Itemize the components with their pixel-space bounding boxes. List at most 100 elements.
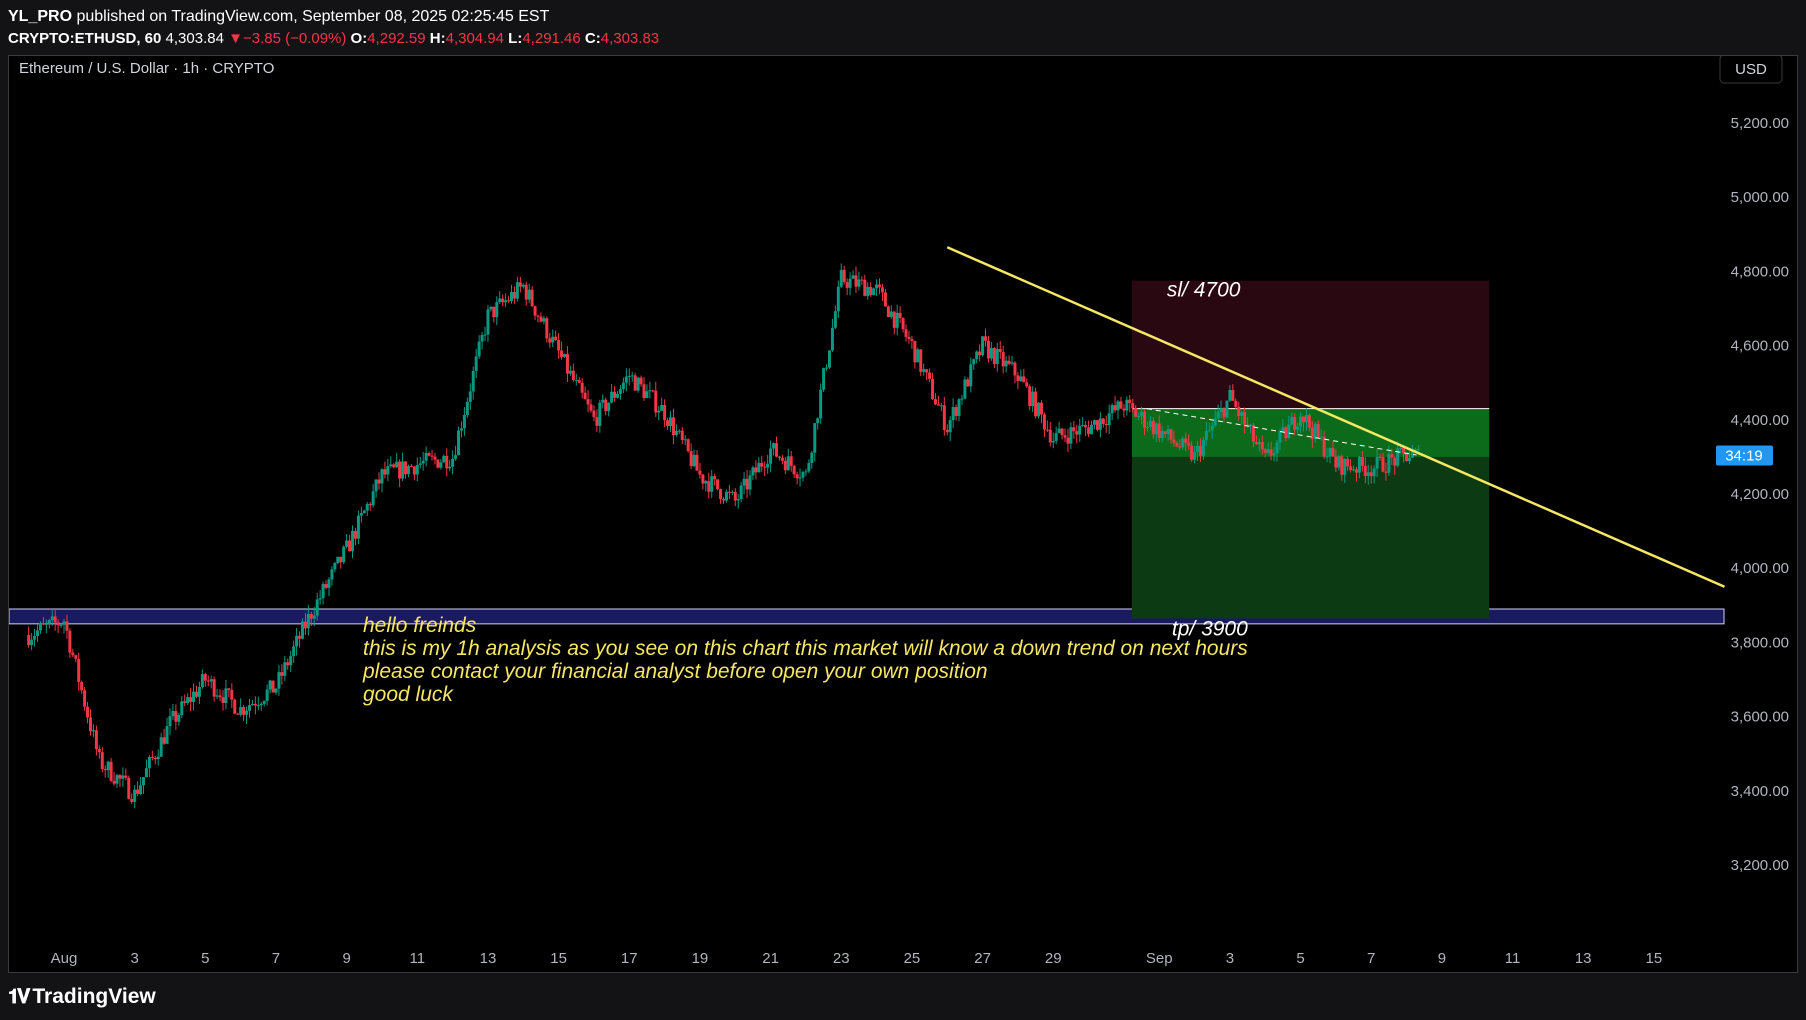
- candle-body: [1343, 458, 1347, 475]
- dashed-trendline[interactable]: [1146, 408, 1417, 456]
- candle-body: [1284, 427, 1288, 439]
- candle-body: [928, 372, 932, 379]
- candle-body: [845, 282, 849, 288]
- candle-body: [1084, 424, 1088, 428]
- stop-loss-zone[interactable]: [1131, 280, 1490, 409]
- candle-body: [115, 775, 119, 784]
- candle-body: [663, 405, 667, 421]
- candle-body: [418, 463, 422, 465]
- descending-trendline[interactable]: [946, 246, 1726, 588]
- candle-body: [554, 336, 558, 340]
- candle-body: [386, 466, 390, 475]
- stop-loss-label: sl/ 4700: [1167, 279, 1241, 302]
- candle-body: [1016, 375, 1020, 382]
- candle-body: [271, 680, 275, 693]
- symbol-label: CRYPTO:ETHUSD, 60: [8, 30, 162, 47]
- candle-body: [730, 491, 734, 493]
- candle-body: [1075, 431, 1079, 435]
- close-value: 4,303.83: [600, 30, 660, 47]
- candle-body: [206, 680, 210, 682]
- candle-body: [627, 376, 631, 378]
- candle-body: [265, 689, 269, 702]
- candle-body: [324, 584, 328, 588]
- candle-body: [524, 284, 528, 300]
- candle-body: [736, 498, 740, 501]
- candle-body: [1057, 428, 1061, 434]
- candle-body: [827, 350, 831, 368]
- candle-body: [1145, 427, 1149, 429]
- candle-body: [598, 402, 602, 426]
- candle-body: [695, 454, 699, 471]
- candle-body: [442, 455, 446, 463]
- candle-body: [1352, 469, 1356, 471]
- candle-body: [1316, 423, 1320, 437]
- candle-body: [1390, 454, 1394, 458]
- candle-body: [197, 686, 201, 697]
- currency-label[interactable]: USD: [1735, 61, 1767, 78]
- candle-body: [863, 279, 867, 297]
- candle-body: [839, 269, 843, 287]
- candle-body: [348, 540, 352, 552]
- candle-body: [454, 455, 458, 459]
- candle-body: [144, 768, 148, 778]
- price-axis-tick: 4,800.00: [1731, 263, 1789, 280]
- candle-body: [919, 349, 923, 372]
- candle-body: [1092, 420, 1096, 425]
- candle-body: [362, 510, 366, 514]
- candle-body: [1184, 438, 1188, 443]
- tradingview-logo-icon: 𝟏𝐕: [8, 985, 30, 1008]
- candle-body: [88, 717, 92, 732]
- price-axis-tick: 5,000.00: [1731, 189, 1789, 206]
- candle-body: [757, 462, 761, 473]
- candle-body: [539, 316, 543, 322]
- price-axis-tick: 3,800.00: [1731, 634, 1789, 651]
- tradingview-logo[interactable]: 𝟏𝐕 TradingView: [8, 985, 156, 1009]
- candle-body: [830, 327, 834, 351]
- candle-body: [1349, 466, 1353, 470]
- candle-body: [963, 379, 967, 399]
- candle-body: [1325, 456, 1329, 458]
- time-axis-tick: 17: [621, 950, 638, 967]
- candle-body: [1193, 451, 1197, 460]
- candle-body: [530, 289, 534, 307]
- candle-body: [822, 368, 826, 390]
- candle-body: [869, 286, 873, 296]
- candle-body: [1407, 457, 1411, 462]
- candle-body: [380, 469, 384, 484]
- candle-body: [933, 399, 937, 405]
- chart-pane[interactable]: sl/ 4700 tp/ 3900 hello freinds this is my …: [8, 55, 1798, 973]
- candle-body: [724, 491, 728, 501]
- candle-body: [374, 479, 378, 492]
- candle-body: [1410, 451, 1414, 458]
- currency-button[interactable]: USD: [1719, 56, 1783, 84]
- candle-body: [713, 476, 717, 480]
- candle-body: [1299, 416, 1303, 427]
- candle-body: [1375, 456, 1379, 469]
- candle-body: [551, 336, 555, 343]
- candle-body: [568, 370, 572, 374]
- candle-body: [398, 461, 402, 479]
- candle-body: [1201, 439, 1205, 456]
- candle-body: [268, 680, 272, 690]
- time-axis-tick: 11: [1505, 950, 1521, 967]
- candle-body: [1022, 376, 1026, 383]
- candle-body: [336, 556, 340, 563]
- candle-body: [333, 562, 337, 570]
- candle-body: [321, 584, 325, 599]
- analysis-note-line: this is my 1h analysis as you see on thi…: [363, 637, 1248, 660]
- candle-body: [1237, 406, 1241, 417]
- candle-body: [936, 404, 940, 406]
- candle-body: [274, 688, 278, 693]
- candle-body: [786, 456, 790, 471]
- candle-body: [766, 463, 770, 468]
- candle-body: [462, 415, 466, 429]
- candle-body: [1381, 456, 1385, 472]
- time-axis-tick: Sep: [1146, 950, 1173, 967]
- candle-body: [1095, 420, 1099, 430]
- candle-body: [1366, 472, 1370, 476]
- candle-body: [492, 306, 496, 318]
- candle-body: [295, 635, 299, 647]
- low-label: L:: [508, 30, 523, 47]
- author-name[interactable]: YL_PRO: [8, 8, 73, 25]
